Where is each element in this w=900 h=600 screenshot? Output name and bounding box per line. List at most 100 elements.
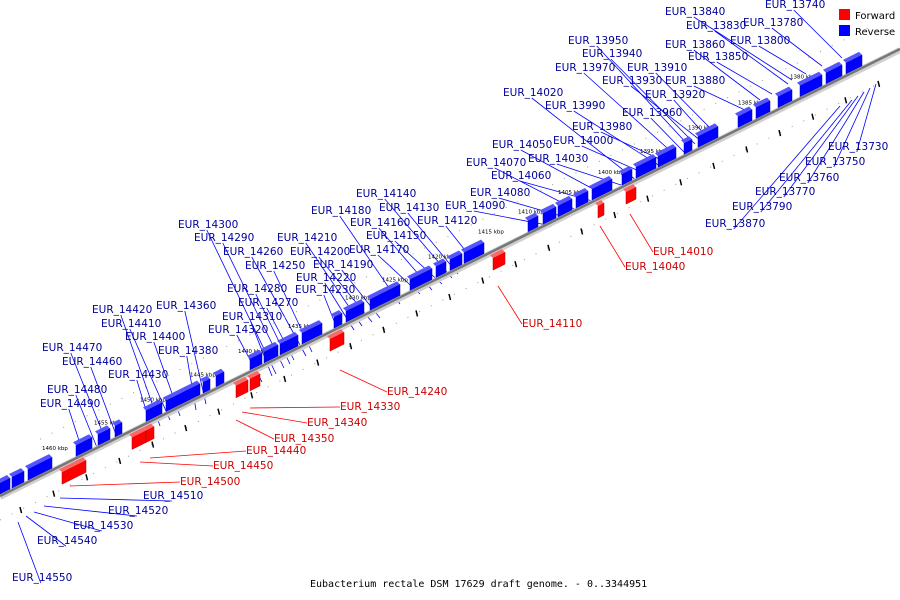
gene-label-eur-13870[interactable]: EUR_13870 <box>705 218 765 230</box>
gene-label-eur-14290[interactable]: EUR_14290 <box>194 232 254 244</box>
gene-label-eur-14060[interactable]: EUR_14060 <box>491 170 551 182</box>
gene-label-eur-14550[interactable]: EUR_14550 <box>12 572 72 584</box>
gene-label-eur-13790[interactable]: EUR_13790 <box>732 201 792 213</box>
gene-label-eur-13740[interactable]: EUR_13740 <box>765 0 825 11</box>
leader-line <box>596 45 691 148</box>
gene-label-eur-13840[interactable]: EUR_13840 <box>665 6 725 18</box>
gene-label-eur-13800[interactable]: EUR_13800 <box>730 35 790 47</box>
reverse-gene[interactable] <box>463 242 485 264</box>
gene-label-eur-14190[interactable]: EUR_14190 <box>313 259 373 271</box>
gene-label-eur-14120[interactable]: EUR_14120 <box>417 215 477 227</box>
gene-label-eur-13860[interactable]: EUR_13860 <box>665 39 725 51</box>
gene-label-eur-14240[interactable]: EUR_14240 <box>387 386 447 398</box>
gene-label-eur-14220[interactable]: EUR_14220 <box>296 272 356 284</box>
gene-label-eur-13940[interactable]: EUR_13940 <box>582 48 642 60</box>
gene-label-eur-14270[interactable]: EUR_14270 <box>238 297 298 309</box>
gene-label-eur-14320[interactable]: EUR_14320 <box>208 324 268 336</box>
forward-gene-top <box>490 249 505 259</box>
reverse-gene[interactable] <box>527 215 539 233</box>
leader-line <box>235 419 275 440</box>
gene-label-eur-13750[interactable]: EUR_13750 <box>805 156 865 168</box>
reverse-gene[interactable] <box>75 436 93 457</box>
gene-label-eur-14150[interactable]: EUR_14150 <box>366 230 426 242</box>
reverse-gene-top <box>73 434 92 446</box>
gene-label-eur-14020[interactable]: EUR_14020 <box>503 87 563 99</box>
gene-label-eur-13760[interactable]: EUR_13760 <box>779 172 839 184</box>
gene-label-eur-14040[interactable]: EUR_14040 <box>625 261 685 273</box>
gene-label-eur-14030[interactable]: EUR_14030 <box>528 153 588 165</box>
gene-label-eur-14410[interactable]: EUR_14410 <box>101 318 161 330</box>
scale-tick <box>613 211 617 219</box>
gene-label-eur-14130[interactable]: EUR_14130 <box>379 202 439 214</box>
leader-line <box>531 97 637 181</box>
gene-label-eur-14140[interactable]: EUR_14140 <box>356 188 416 200</box>
gene-label-eur-13770[interactable]: EUR_13770 <box>755 186 815 198</box>
scale-tick <box>547 244 551 252</box>
gene-label-eur-13850[interactable]: EUR_13850 <box>688 51 748 63</box>
gene-label-eur-14360[interactable]: EUR_14360 <box>156 300 216 312</box>
gene-label-eur-14530[interactable]: EUR_14530 <box>73 520 133 532</box>
gene-label-eur-13880[interactable]: EUR_13880 <box>665 75 725 87</box>
reverse-gene[interactable] <box>165 383 201 412</box>
gene-label-eur-14310[interactable]: EUR_14310 <box>222 311 282 323</box>
gene-label-eur-14470[interactable]: EUR_14470 <box>42 342 102 354</box>
gene-label-eur-14450[interactable]: EUR_14450 <box>213 460 273 472</box>
forward-gene-top <box>59 457 86 473</box>
reverse-gene[interactable] <box>369 283 401 311</box>
gene-label-eur-14250[interactable]: EUR_14250 <box>245 260 305 272</box>
gene-label-eur-14160[interactable]: EUR_14160 <box>350 217 410 229</box>
gene-label-eur-14350[interactable]: EUR_14350 <box>274 433 334 445</box>
gene-label-eur-14500[interactable]: EUR_14500 <box>180 476 240 488</box>
reverse-gene[interactable] <box>145 402 163 422</box>
gene-label-eur-13990[interactable]: EUR_13990 <box>545 100 605 112</box>
gene-label-eur-14490[interactable]: EUR_14490 <box>40 398 100 410</box>
gene-label-eur-13910[interactable]: EUR_13910 <box>627 62 687 74</box>
forward-gene[interactable] <box>329 331 345 352</box>
gene-label-eur-14200[interactable]: EUR_14200 <box>290 246 350 258</box>
gene-label-eur-13780[interactable]: EUR_13780 <box>743 17 803 29</box>
gene-label-eur-14520[interactable]: EUR_14520 <box>108 505 168 517</box>
reverse-gene[interactable] <box>825 64 843 85</box>
gene-label-eur-13830[interactable]: EUR_13830 <box>686 20 746 32</box>
gene-label-eur-14540[interactable]: EUR_14540 <box>37 535 97 547</box>
gene-label-eur-13930[interactable]: EUR_13930 <box>602 75 662 87</box>
lower-guide <box>0 82 881 521</box>
gene-label-eur-14430[interactable]: EUR_14430 <box>108 369 168 381</box>
gene-label-eur-14090[interactable]: EUR_14090 <box>445 200 505 212</box>
gene-label-eur-14070[interactable]: EUR_14070 <box>466 157 526 169</box>
reverse-gene[interactable] <box>263 344 279 364</box>
gene-label-eur-14180[interactable]: EUR_14180 <box>311 205 371 217</box>
reverse-gene[interactable] <box>845 54 863 75</box>
gene-label-eur-14280[interactable]: EUR_14280 <box>227 283 287 295</box>
gene-label-eur-14480[interactable]: EUR_14480 <box>47 384 107 396</box>
legend-forward-label: Forward <box>855 11 895 22</box>
gene-label-eur-14230[interactable]: EUR_14230 <box>295 284 355 296</box>
reverse-gene[interactable] <box>621 168 633 186</box>
gene-label-eur-14420[interactable]: EUR_14420 <box>92 304 152 316</box>
gene-label-eur-14460[interactable]: EUR_14460 <box>62 356 122 368</box>
gene-label-eur-14010[interactable]: EUR_14010 <box>653 246 713 258</box>
gene-label-eur-13970[interactable]: EUR_13970 <box>555 62 615 74</box>
gene-label-eur-14210[interactable]: EUR_14210 <box>277 232 337 244</box>
reverse-gene[interactable] <box>542 206 557 225</box>
gene-label-eur-13920[interactable]: EUR_13920 <box>645 89 705 101</box>
gene-label-eur-14380[interactable]: EUR_14380 <box>158 345 218 357</box>
gene-label-eur-14170[interactable]: EUR_14170 <box>349 244 409 256</box>
gene-label-eur-13960[interactable]: EUR_13960 <box>622 107 682 119</box>
gene-label-eur-14300[interactable]: EUR_14300 <box>178 219 238 231</box>
gene-label-eur-14340[interactable]: EUR_14340 <box>307 417 367 429</box>
gene-label-eur-14440[interactable]: EUR_14440 <box>246 445 306 457</box>
gene-label-eur-14080[interactable]: EUR_14080 <box>470 187 530 199</box>
gene-label-eur-13730[interactable]: EUR_13730 <box>828 141 888 153</box>
gene-label-eur-14400[interactable]: EUR_14400 <box>125 331 185 343</box>
gene-label-eur-14260[interactable]: EUR_14260 <box>223 246 283 258</box>
gene-label-eur-14510[interactable]: EUR_14510 <box>143 490 203 502</box>
gene-label-eur-13980[interactable]: EUR_13980 <box>572 121 632 133</box>
forward-gene[interactable] <box>625 186 637 205</box>
gene-label-eur-14050[interactable]: EUR_14050 <box>492 139 552 151</box>
gene-label-eur-13950[interactable]: EUR_13950 <box>568 35 628 47</box>
gene-label-eur-14330[interactable]: EUR_14330 <box>340 401 400 413</box>
gene-label-eur-14000[interactable]: EUR_14000 <box>553 135 613 147</box>
gene-label-eur-14110[interactable]: EUR_14110 <box>522 318 582 330</box>
reverse-gene[interactable] <box>799 74 823 98</box>
